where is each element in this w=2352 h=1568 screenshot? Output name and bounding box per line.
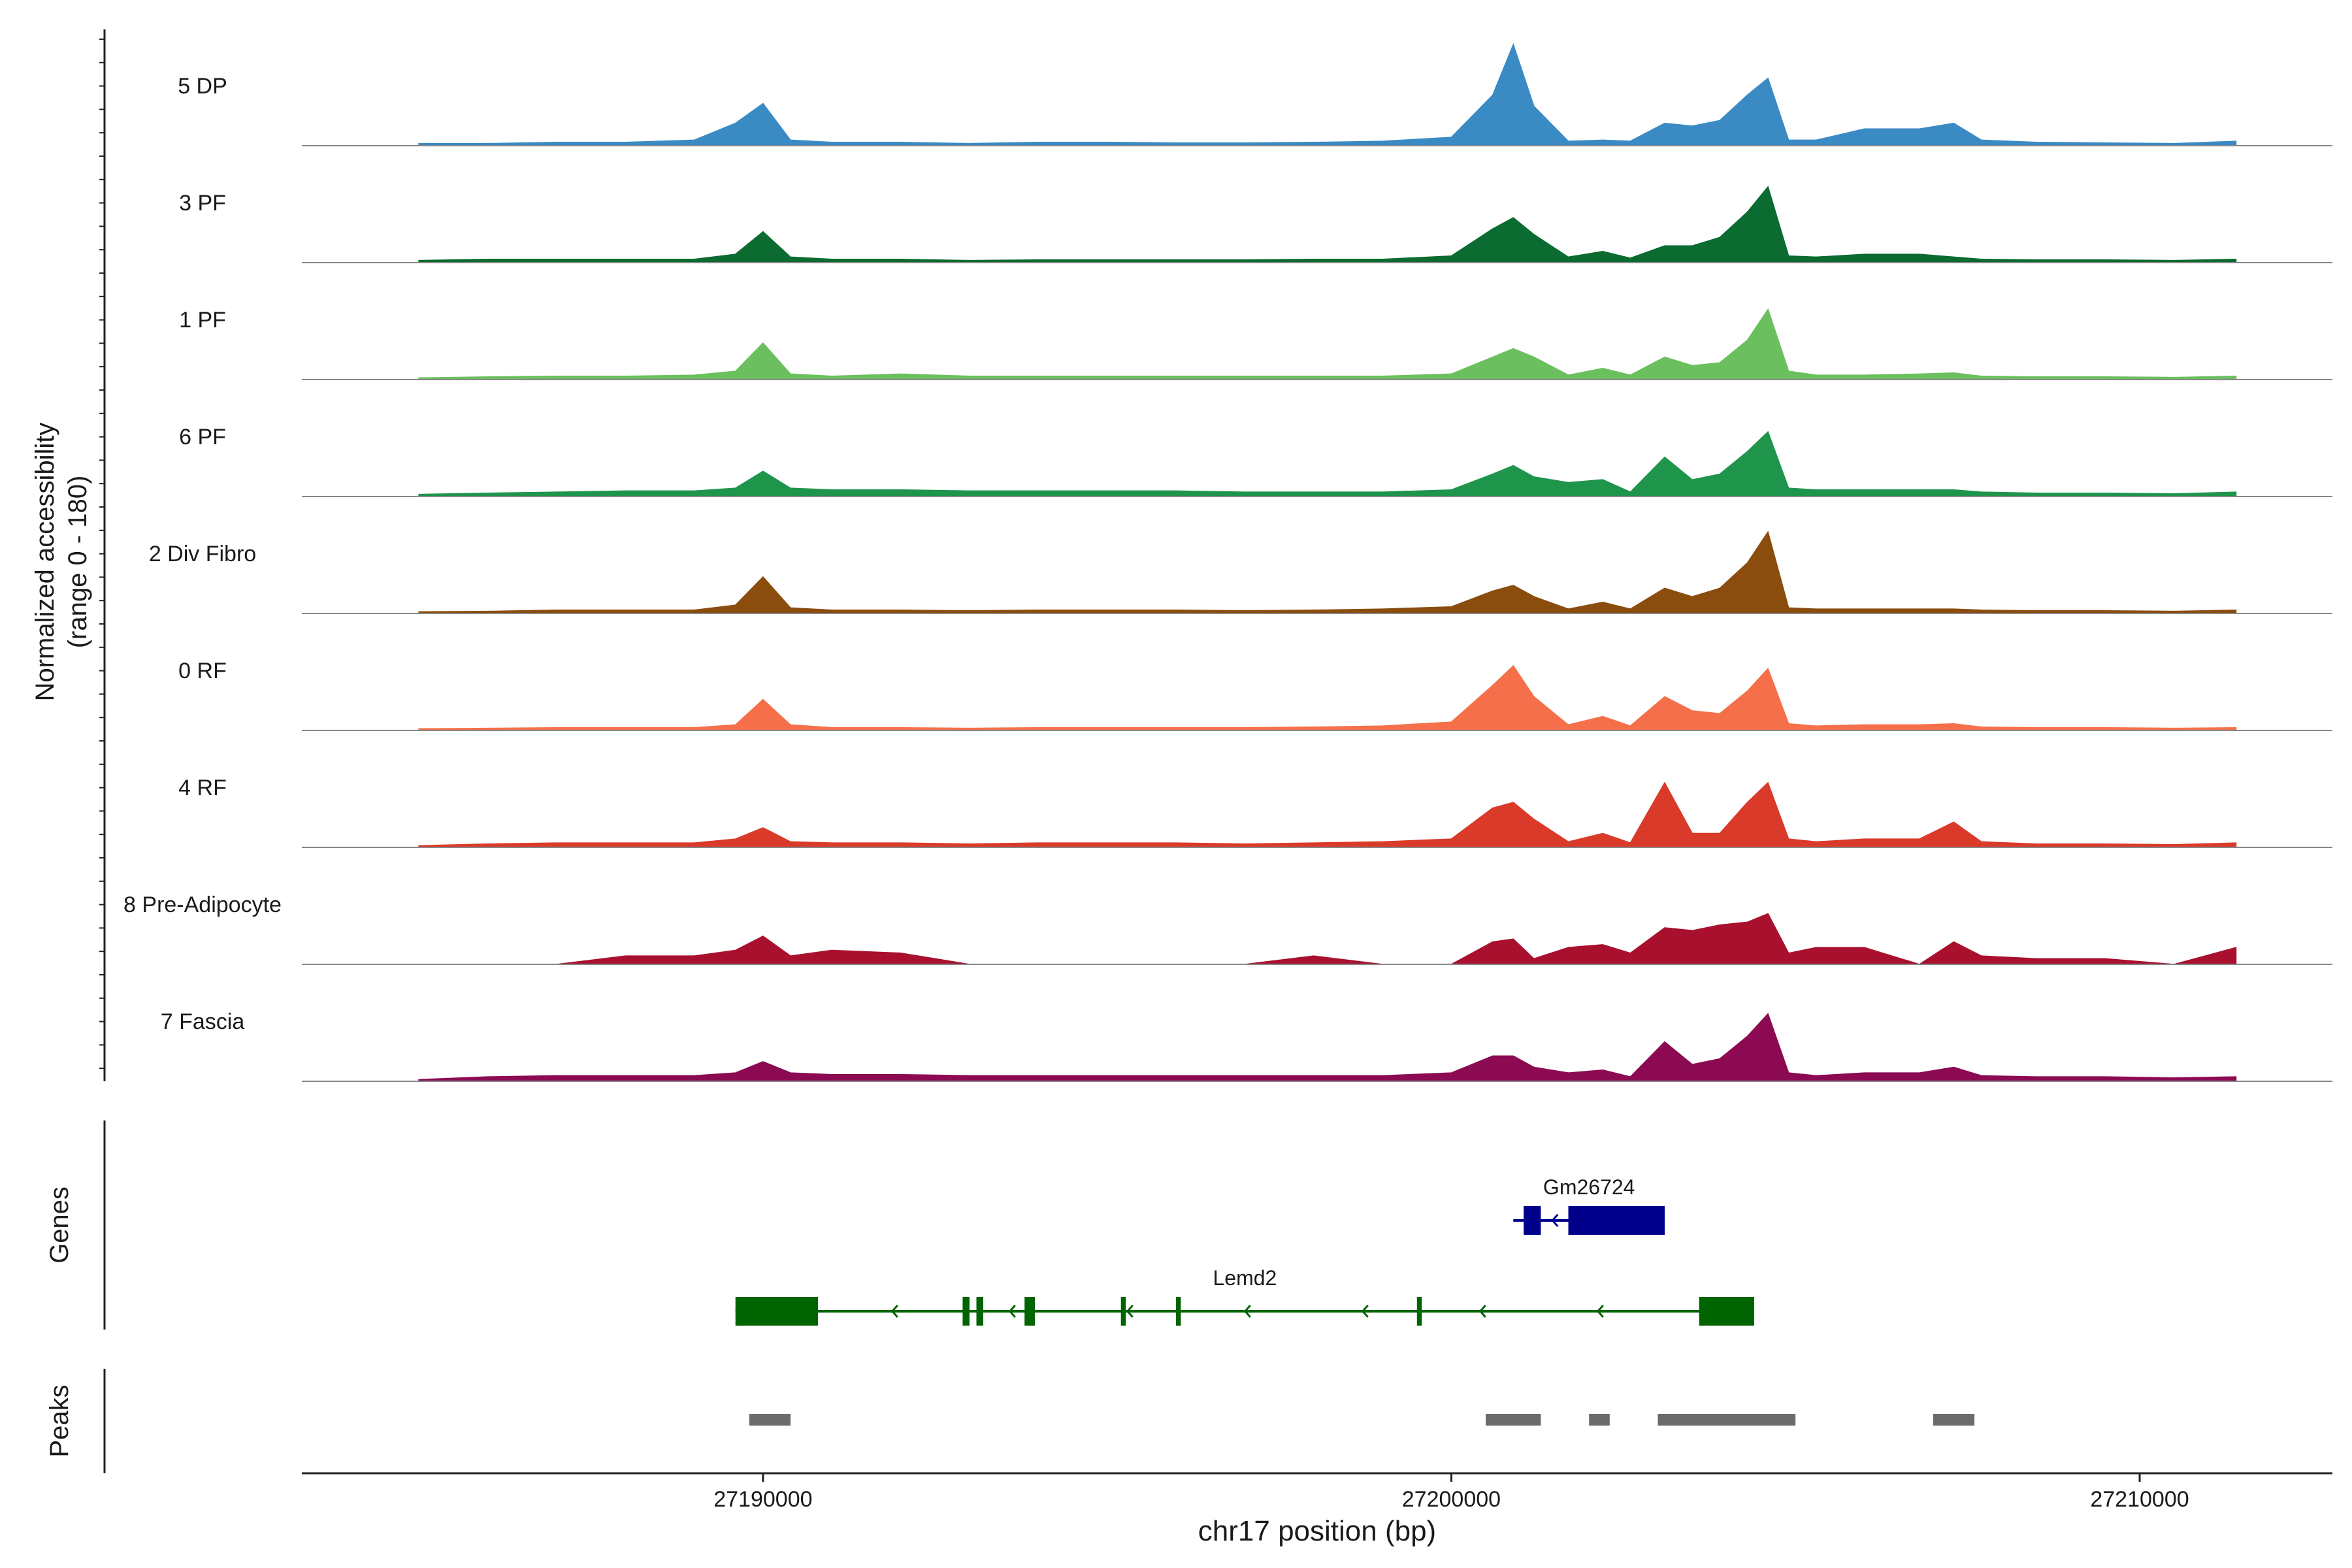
track-label-6-pf: 6 PF	[179, 425, 226, 449]
track-4-rf: 4 RF	[178, 776, 2332, 848]
strand-arrow	[1126, 1305, 1134, 1318]
peak-bar	[1486, 1414, 1541, 1426]
gene-annotations: Gm26724 Lemd2	[735, 1175, 1755, 1326]
y-axis-title: Normalized accessibility	[31, 423, 59, 702]
track-area-2-div-fibro	[418, 531, 2237, 614]
peaks-panel-label: Peaks	[45, 1384, 74, 1457]
gene-label-lemd2: Lemd2	[1213, 1266, 1277, 1290]
track-label-0-rf: 0 RF	[178, 659, 227, 683]
peak-bar	[1933, 1414, 1975, 1426]
gene-label-gm26724: Gm26724	[1543, 1175, 1635, 1199]
track-label-2-div-fibro: 2 Div Fibro	[149, 542, 256, 566]
track-6-pf: 6 PF	[179, 425, 2332, 497]
strand-arrow	[890, 1305, 898, 1318]
track-label-4-rf: 4 RF	[178, 776, 227, 800]
track-2-div-fibro: 2 Div Fibro	[149, 531, 2332, 614]
accessibility-tracks: 5 DP 3 PF 1 PF 6 PF 2 Div Fibro 0 RF 4 RF 8 Pre…	[123, 42, 2332, 1082]
gene-exon	[1416, 1297, 1422, 1326]
track-7-fascia: 7 Fascia	[161, 1009, 2332, 1082]
gene-exon	[1699, 1297, 1754, 1326]
track-3-pf: 3 PF	[179, 186, 2332, 263]
x-tick-label: 27190000	[713, 1487, 812, 1512]
peak-bar	[1589, 1414, 1610, 1426]
track-area-5-dp	[418, 42, 2237, 146]
x-axis-ticks: 27190000 27200000 27210000	[713, 1473, 2189, 1512]
peak-bar	[1658, 1414, 1796, 1426]
strand-arrow	[1551, 1214, 1559, 1227]
track-label-8-pre-adipocyte: 8 Pre-Adipocyte	[123, 892, 282, 917]
track-area-6-pf	[418, 431, 2237, 497]
gene-exon	[1024, 1297, 1035, 1326]
strand-arrow	[1478, 1305, 1486, 1318]
gene-exon	[735, 1297, 819, 1326]
strand-arrow	[1361, 1305, 1369, 1318]
track-0-rf: 0 RF	[178, 659, 2332, 731]
x-axis-title: chr17 position (bp)	[1198, 1515, 1436, 1547]
track-area-0-rf	[418, 664, 2237, 731]
track-label-1-pf: 1 PF	[179, 308, 226, 333]
genes-panel-label: Genes	[45, 1186, 74, 1264]
y-axis-subtitle: (range 0 - 180)	[63, 476, 92, 649]
x-tick-label: 27200000	[1402, 1487, 1501, 1512]
peak-bar	[749, 1414, 791, 1426]
gene-lemd2: Lemd2	[735, 1266, 1755, 1326]
track-1-pf: 1 PF	[179, 308, 2332, 380]
track-area-3-pf	[418, 186, 2237, 263]
track-area-8-pre-adipocyte	[419, 913, 2237, 965]
strand-arrow	[1243, 1305, 1251, 1318]
gene-gm26724: Gm26724	[1513, 1175, 1665, 1235]
gene-exon	[1524, 1206, 1541, 1235]
track-label-7-fascia: 7 Fascia	[161, 1009, 245, 1034]
track-area-1-pf	[418, 308, 2237, 380]
gene-exon	[962, 1297, 970, 1326]
track-5-dp: 5 DP	[178, 42, 2332, 146]
gene-exon	[1568, 1206, 1665, 1235]
strand-arrow	[1008, 1305, 1016, 1318]
gene-exon	[1120, 1297, 1126, 1326]
gene-exon	[1176, 1297, 1181, 1326]
peak-regions	[749, 1414, 1975, 1426]
strand-arrow	[1596, 1305, 1604, 1318]
x-tick-label: 27210000	[2090, 1487, 2189, 1512]
tracks-y-ticks	[99, 39, 105, 1070]
track-area-7-fascia	[418, 1013, 2237, 1082]
track-label-5-dp: 5 DP	[178, 74, 227, 99]
gene-exon	[976, 1297, 983, 1326]
track-8-pre-adipocyte: 8 Pre-Adipocyte	[123, 892, 2332, 965]
track-label-3-pf: 3 PF	[179, 191, 226, 216]
track-area-4-rf	[418, 781, 2237, 848]
